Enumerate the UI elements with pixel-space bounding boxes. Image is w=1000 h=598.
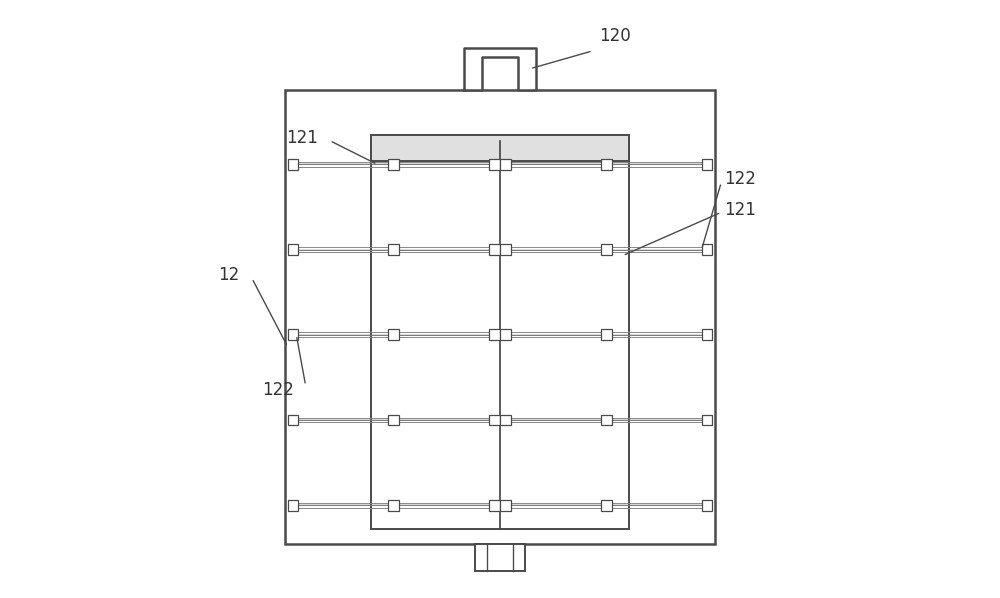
Polygon shape <box>464 48 536 90</box>
Bar <box>702 415 712 426</box>
Bar <box>288 500 298 511</box>
Bar <box>288 415 298 426</box>
Bar <box>371 141 629 529</box>
Bar <box>601 500 612 511</box>
Bar <box>601 244 612 255</box>
Bar <box>489 500 500 511</box>
Text: 122: 122 <box>724 170 756 188</box>
Bar <box>388 244 399 255</box>
Bar <box>288 329 298 340</box>
Text: 121: 121 <box>286 129 318 147</box>
Text: 120: 120 <box>599 27 630 45</box>
Text: 12: 12 <box>219 266 240 284</box>
Bar <box>475 544 525 571</box>
Bar <box>500 244 511 255</box>
Bar <box>388 329 399 340</box>
Bar <box>702 329 712 340</box>
Bar <box>601 159 612 170</box>
Text: 122: 122 <box>262 381 294 399</box>
Bar <box>500 415 511 426</box>
Bar <box>489 159 500 170</box>
Bar <box>500 500 511 511</box>
Bar <box>489 244 500 255</box>
Bar <box>285 90 715 544</box>
Bar <box>489 415 500 426</box>
Bar <box>388 159 399 170</box>
Bar <box>601 329 612 340</box>
Bar <box>500 329 511 340</box>
Bar <box>288 244 298 255</box>
Bar <box>288 159 298 170</box>
Bar <box>601 415 612 426</box>
Bar <box>489 329 500 340</box>
Bar <box>388 415 399 426</box>
Text: 121: 121 <box>724 202 756 219</box>
Bar <box>500 159 511 170</box>
Bar <box>702 159 712 170</box>
Bar <box>702 244 712 255</box>
Bar <box>371 135 629 161</box>
Bar <box>388 500 399 511</box>
Bar <box>702 500 712 511</box>
